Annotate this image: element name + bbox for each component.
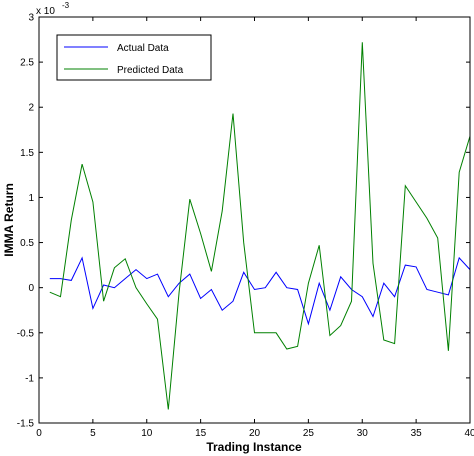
y-tick-label: 1 (28, 193, 34, 204)
x-tick-label: 10 (141, 428, 153, 439)
x-tick-label: 25 (303, 428, 315, 439)
plot-lines (49, 42, 471, 410)
legend: Actual Data Predicted Data (56, 34, 212, 81)
y-tick-label: 1.5 (20, 148, 34, 159)
legend-label-predicted: Predicted Data (117, 65, 184, 76)
y-tick-label: 0 (28, 283, 34, 294)
x-tick-label: 30 (357, 428, 369, 439)
y-tick-label: -1 (25, 373, 34, 384)
y-axis-title: IMMA Return (2, 183, 16, 257)
y-tick-label: 2.5 (20, 58, 34, 69)
series-line-actual-data (49, 256, 471, 326)
x-tick-label: 35 (411, 428, 423, 439)
y-tick-label: 2 (28, 103, 34, 114)
x-tick-label: 40 (464, 428, 474, 439)
y-exponent-base: x 10 (36, 6, 55, 17)
series-line-predicted-data (49, 42, 471, 410)
x-tick-label: 15 (195, 428, 207, 439)
x-tick-label: 5 (90, 428, 96, 439)
x-axis-title: Trading Instance (206, 440, 302, 454)
y-exponent-power: -3 (62, 1, 70, 10)
y-tick-label: 0.5 (20, 238, 34, 249)
legend-label-actual: Actual Data (117, 43, 169, 54)
y-tick-label: -1.5 (17, 419, 35, 430)
y-tick-label: -0.5 (17, 328, 35, 339)
legend-box (56, 34, 212, 81)
y-tick-label: 3 (28, 13, 34, 24)
axis-ticks: 0 5 10 15 20 25 30 35 40 -1.5 -1 -0.5 0 0.5 1 1.5 2 2.5 3 (17, 13, 474, 440)
x-tick-label: 20 (249, 428, 261, 439)
x-tick-label: 0 (36, 428, 42, 439)
